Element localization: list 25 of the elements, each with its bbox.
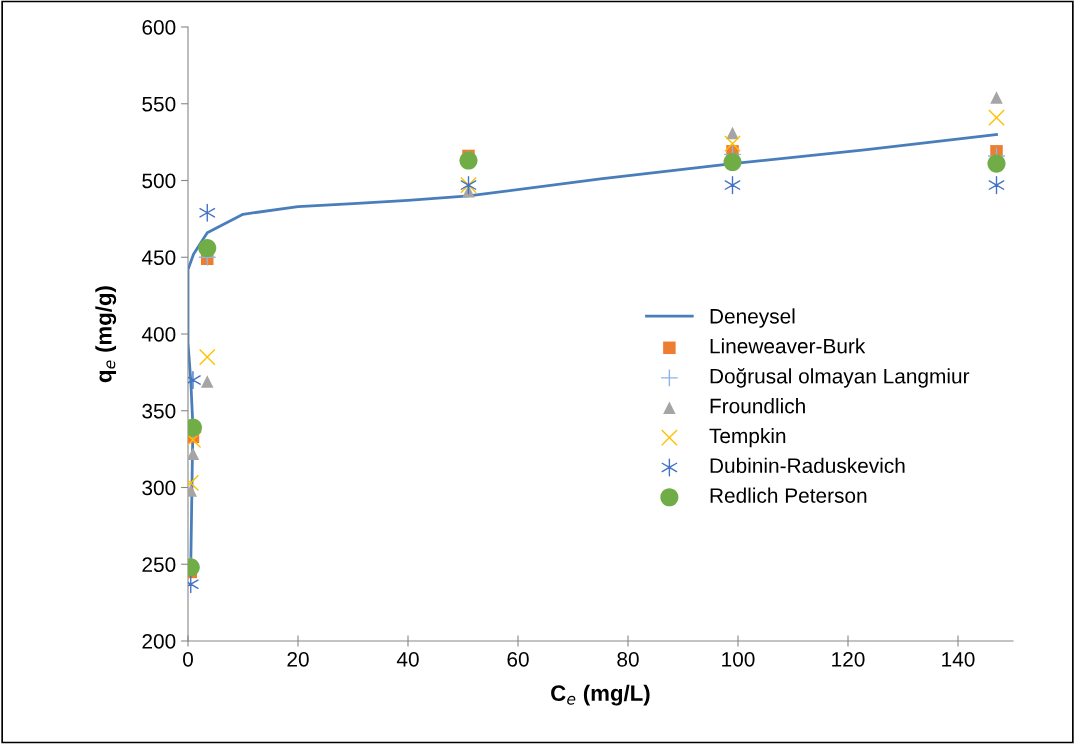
x-tick-label: 80 bbox=[617, 651, 639, 667]
y-tick-label: 450 bbox=[141, 250, 176, 265]
y-tick-label: 550 bbox=[142, 96, 176, 112]
y-tick-label: 250 bbox=[142, 557, 176, 572]
x-tick-label: 40 bbox=[396, 651, 419, 667]
x-tick-label: 100 bbox=[722, 651, 755, 667]
y-tick-label: 200 bbox=[142, 634, 176, 649]
x-tick-label: 140 bbox=[942, 651, 975, 667]
y-tick-label: 400 bbox=[141, 327, 176, 342]
y-tick-label: 600 bbox=[142, 20, 176, 35]
x-tick-label: 0 bbox=[183, 651, 193, 667]
legend-label: Lineweaver-Burk bbox=[710, 338, 866, 354]
legend-label: Redlich Peterson bbox=[710, 487, 867, 503]
y-tick-label: 350 bbox=[142, 403, 176, 419]
y-axis-title: q$_{e}$ (mg/g) bbox=[95, 286, 117, 383]
x-axis-title: C$_{e}$ (mg/L) bbox=[551, 684, 650, 706]
legend-label: Froundlich bbox=[710, 398, 805, 414]
x-tick-label: 20 bbox=[287, 651, 309, 667]
x-tick-label: 60 bbox=[507, 651, 529, 667]
y-tick-label: 300 bbox=[142, 480, 176, 496]
legend-label: Doğrusal olmayan Langmiur bbox=[710, 368, 970, 388]
y-tick-label: 500 bbox=[142, 173, 176, 189]
legend-label: Tempkin bbox=[709, 427, 786, 448]
legend-label: Deneysel bbox=[710, 308, 795, 328]
x-tick-label: 120 bbox=[832, 651, 865, 667]
